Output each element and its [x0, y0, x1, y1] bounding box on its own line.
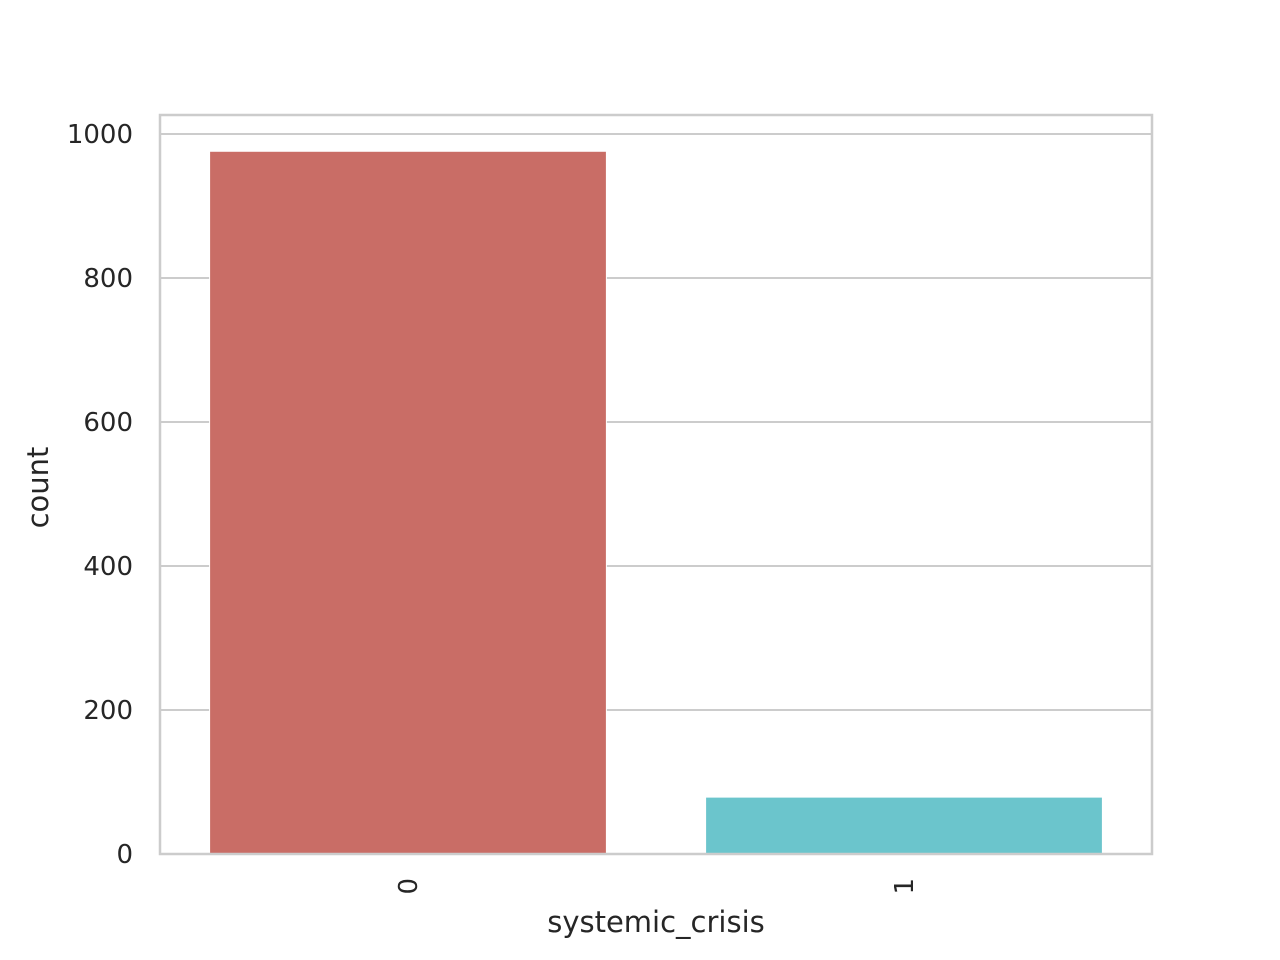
y-axis-label: count: [21, 447, 55, 529]
x-tick-label: 1: [890, 878, 920, 895]
y-tick-label: 200: [83, 696, 133, 726]
y-tick-label: 600: [83, 408, 133, 438]
bars: [209, 150, 1103, 855]
bar-1: [705, 796, 1103, 855]
y-tick-labels: 0 200 400 600 800 1000: [67, 120, 133, 870]
y-tick-label: 800: [83, 264, 133, 294]
y-tick-label: 0: [116, 840, 133, 870]
x-axis-label: systemic_crisis: [547, 905, 765, 939]
x-tick-label: 0: [394, 878, 424, 895]
bar-0: [209, 150, 607, 855]
plot-frame: [158, 113, 1154, 856]
y-tick-label: 400: [83, 552, 133, 582]
y-tick-label: 1000: [67, 120, 133, 150]
